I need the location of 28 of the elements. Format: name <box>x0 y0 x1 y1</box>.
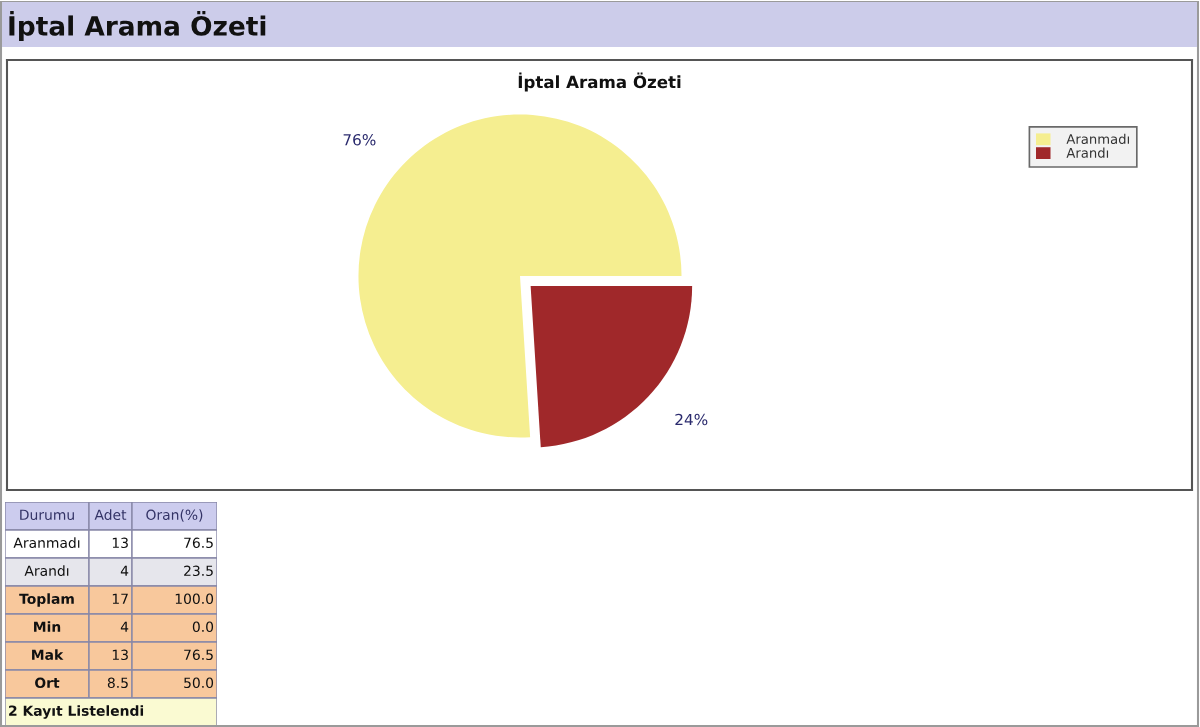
text: 13 <box>112 537 128 549</box>
text: 50.0 <box>184 677 214 689</box>
text: 23.5 <box>184 565 213 577</box>
text: Adet <box>94 509 127 521</box>
text: 4 <box>120 565 129 576</box>
text: 76.5 <box>184 649 213 661</box>
text: 76.5 <box>184 537 213 549</box>
data-label: 24% <box>675 413 708 426</box>
text: 17 <box>112 593 128 604</box>
text: 13 <box>112 649 128 661</box>
text: 8.5 <box>107 677 128 689</box>
text: Arandı <box>24 565 69 577</box>
text: Ort <box>35 677 60 689</box>
text: 4 <box>120 621 129 632</box>
text: Oran(%) <box>146 509 203 522</box>
text: Min <box>34 621 61 632</box>
chart-title: İptal Arama Özeti <box>9 11 266 41</box>
chart-subtitle: İptal Arama Özeti <box>518 72 681 92</box>
text: 2 Kayıt Listelendi <box>9 705 144 719</box>
legend-label: Aranmadı <box>1066 133 1129 145</box>
text: 100.0 <box>175 593 214 605</box>
text: 0.0 <box>192 621 214 633</box>
data-label: 76% <box>343 133 376 146</box>
text: Toplam <box>19 593 74 607</box>
text: Mak <box>32 649 64 661</box>
text: Aranmadı <box>13 537 80 549</box>
text: Durumu <box>20 509 74 521</box>
legend-label: Arandı <box>1066 147 1109 158</box>
